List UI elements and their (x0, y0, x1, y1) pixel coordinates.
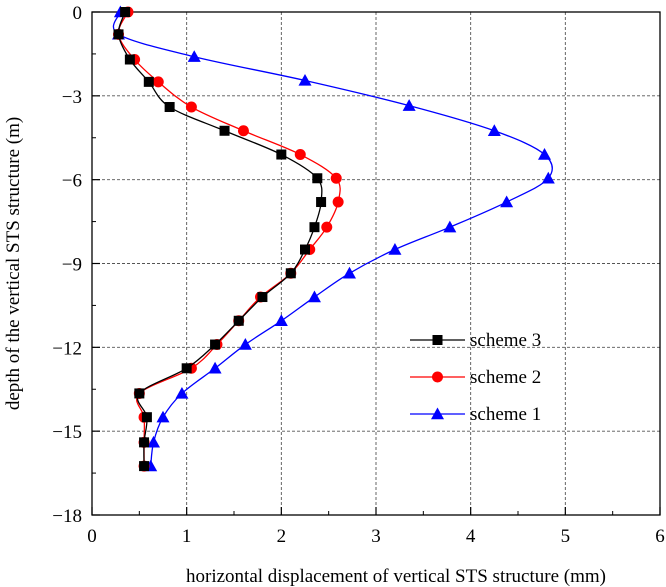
data-point (164, 102, 175, 113)
x-tick-label: 5 (561, 526, 571, 547)
legend-label-scheme-2: scheme 2 (470, 367, 541, 388)
data-point (238, 338, 252, 350)
legend-marker-scheme-1 (431, 407, 444, 420)
data-point (113, 29, 124, 40)
series-scheme-3 (113, 7, 327, 472)
data-point (210, 339, 221, 350)
data-point (330, 172, 342, 184)
data-point (285, 268, 296, 279)
data-point (342, 266, 356, 279)
y-tick-label: −18 (52, 506, 82, 527)
legend-label-scheme-3: scheme 3 (470, 330, 541, 351)
data-point (208, 361, 222, 374)
y-tick-label: −3 (62, 87, 82, 108)
y-axis-label: depth of the vertical STS structure (m) (3, 117, 24, 410)
data-point (443, 220, 457, 233)
data-point (541, 171, 555, 184)
x-axis-label: horizontal displacement of vertical STS … (186, 566, 606, 587)
data-point (298, 73, 312, 86)
data-point (141, 412, 152, 423)
data-point (143, 76, 154, 87)
legend-marker-scheme-3 (432, 335, 443, 345)
data-point (156, 410, 170, 423)
data-point (312, 173, 323, 184)
legend-entry-scheme-1: scheme 1 (410, 404, 541, 425)
data-point (257, 292, 268, 303)
data-point (139, 437, 150, 448)
legend: scheme 3 scheme 2 scheme 1 (410, 330, 541, 425)
data-point (175, 386, 189, 399)
data-point (181, 363, 192, 374)
data-point (321, 221, 333, 233)
x-tick-label: 0 (87, 526, 97, 547)
legend-entry-scheme-3: scheme 3 (410, 330, 541, 351)
data-point (276, 149, 287, 160)
data-point (388, 243, 402, 255)
data-point (233, 315, 244, 326)
data-point (309, 222, 320, 233)
data-point (500, 195, 514, 208)
legend-marker-shape (432, 371, 443, 383)
x-tick-label: 1 (182, 526, 192, 547)
legend-marker-shape (432, 335, 443, 345)
data-point (120, 7, 131, 17)
grid-layer (92, 12, 660, 515)
data-point (307, 290, 321, 303)
data-point (124, 54, 135, 65)
data-point (152, 76, 164, 88)
data-point (219, 125, 230, 136)
y-tick-label: −9 (62, 255, 82, 276)
legend-label-scheme-1: scheme 1 (470, 404, 541, 425)
data-point (237, 125, 249, 137)
series-layer (112, 5, 555, 472)
legend-marker-shape (431, 407, 444, 420)
data-point (487, 124, 501, 136)
data-point (274, 314, 288, 326)
data-point (134, 388, 145, 399)
data-point (538, 148, 552, 160)
y-tick-label: −6 (62, 171, 82, 192)
data-point (185, 101, 197, 113)
series-scheme-1 (112, 5, 555, 472)
x-tick-label: 2 (277, 526, 287, 547)
y-tick-label: 0 (73, 3, 83, 24)
x-tick-label: 4 (466, 526, 476, 547)
data-point (147, 435, 161, 448)
data-point (300, 244, 310, 255)
data-point (332, 196, 344, 208)
legend-marker-scheme-2 (432, 371, 443, 383)
data-point (402, 99, 416, 111)
data-point (187, 50, 201, 62)
x-tick-label: 3 (371, 526, 381, 547)
ticks-layer: 0 1 2 3 4 5 6 0 −3 −6 −9 −12 −15 −18 (52, 3, 664, 547)
data-point (139, 461, 150, 472)
data-point (294, 149, 306, 161)
x-tick-label: 6 (655, 526, 665, 547)
series-scheme-2 (113, 6, 344, 472)
data-point (316, 197, 327, 208)
y-tick-label: −12 (52, 338, 82, 359)
y-tick-label: −15 (52, 422, 82, 443)
legend-entry-scheme-2: scheme 2 (410, 367, 541, 388)
